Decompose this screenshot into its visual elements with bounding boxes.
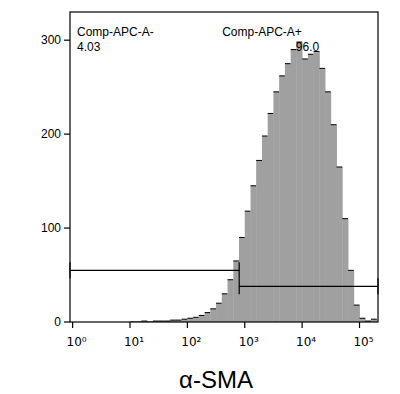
- histogram-bar-top: [354, 305, 360, 306]
- histogram-bar: [268, 113, 274, 322]
- histogram-bar: [279, 76, 285, 322]
- histogram-bar-top: [262, 136, 268, 137]
- histogram-bar: [296, 42, 302, 322]
- histogram-bar: [251, 186, 257, 322]
- histogram-bar: [222, 294, 228, 322]
- histogram-bar-top: [256, 160, 262, 161]
- histogram-bar: [210, 309, 216, 322]
- gate-label: Comp-APC-A-: [77, 25, 154, 39]
- histogram-bar: [285, 64, 291, 322]
- histogram-bar-top: [302, 58, 308, 59]
- histogram-bar: [216, 303, 222, 322]
- y-tick: [64, 227, 70, 228]
- x-tick: [187, 322, 188, 328]
- histogram-bar: [314, 51, 320, 322]
- histogram-bar: [331, 125, 337, 322]
- histogram-bar: [256, 160, 262, 322]
- y-tick: [64, 134, 70, 135]
- x-tick-label: 10⁰: [67, 335, 87, 349]
- histogram-bar-top: [199, 315, 205, 316]
- histogram-bar-top: [228, 279, 234, 280]
- gate-line: [70, 270, 239, 271]
- histogram-bar-top: [222, 293, 228, 294]
- histogram-bar-top: [187, 318, 193, 319]
- gate-end: [69, 262, 70, 278]
- histogram-bar-top: [273, 91, 279, 92]
- x-tick: [359, 322, 360, 328]
- plot-frame: [70, 12, 378, 322]
- histogram-bar: [319, 68, 325, 322]
- x-axis-label: α-SMA: [179, 366, 253, 393]
- x-tick-label: 10²: [181, 335, 201, 349]
- histogram: [130, 42, 377, 322]
- histogram-bar: [308, 54, 314, 322]
- y-tick-label: 300: [41, 33, 61, 47]
- histogram-bar-top: [176, 320, 182, 321]
- x-tick: [129, 322, 130, 328]
- histogram-bar-top: [331, 124, 337, 125]
- histogram-bar: [262, 136, 268, 322]
- gate-end: [239, 262, 240, 278]
- histogram-bar: [228, 280, 234, 322]
- gate-end: [377, 278, 378, 294]
- histogram-bar: [291, 50, 297, 322]
- histogram-bar: [205, 313, 211, 322]
- x-tick: [72, 322, 73, 328]
- histogram-bar-top: [325, 91, 331, 92]
- histogram-bar-top: [170, 320, 176, 321]
- histogram-bar-top: [193, 317, 199, 318]
- y-tick-label: 0: [54, 315, 61, 329]
- y-tick: [64, 321, 70, 322]
- x-tick-label: 10⁴: [296, 335, 316, 349]
- gate-label: Comp-APC-A+: [222, 25, 302, 39]
- histogram-bar: [199, 315, 205, 322]
- gate-percent: 96.0: [296, 40, 320, 54]
- histogram-bar: [342, 219, 348, 322]
- histogram-bar-top: [205, 312, 211, 313]
- y-tick: [64, 40, 70, 41]
- histogram-bar: [245, 211, 251, 322]
- chart: 10⁰ 10¹ 10² 10³ 10⁴ 10⁵ 0 100 200 300 Comp-APC-A-4…: [0, 0, 400, 394]
- histogram-bar: [337, 167, 343, 322]
- histogram-bar: [354, 305, 360, 322]
- x-tick: [302, 322, 303, 328]
- histogram-bar-top: [216, 303, 222, 304]
- histogram-bar-top: [279, 75, 285, 76]
- histogram-bar: [302, 59, 308, 322]
- histogram-bar-top: [337, 167, 343, 168]
- histogram-bar-top: [239, 237, 245, 238]
- histogram-bar-top: [285, 63, 291, 64]
- x-tick-label: 10³: [239, 335, 259, 349]
- gate-end: [239, 278, 240, 294]
- y-tick-label: 100: [41, 221, 61, 235]
- histogram-bar: [193, 317, 199, 322]
- x-tick: [244, 322, 245, 328]
- gate-percent: 4.03: [77, 40, 101, 54]
- x-tick-label: 10⁵: [353, 335, 373, 349]
- histogram-bar-top: [182, 319, 188, 320]
- histogram-bar-top: [319, 68, 325, 69]
- histogram-bar-top: [268, 113, 274, 114]
- histogram-bar-top: [245, 211, 251, 212]
- histogram-bar-top: [233, 260, 239, 261]
- histogram-bar: [325, 92, 331, 322]
- histogram-bar-top: [360, 318, 366, 319]
- histogram-bar-top: [371, 319, 377, 320]
- histogram-bar-top: [251, 185, 257, 186]
- histogram-bar-top: [342, 218, 348, 219]
- y-tick-label: 200: [41, 127, 61, 141]
- histogram-bar-top: [348, 270, 354, 271]
- x-tick-label: 10¹: [124, 335, 144, 349]
- histogram-bar-top: [210, 308, 216, 309]
- histogram-bar: [273, 92, 279, 322]
- gate-line: [239, 286, 378, 287]
- histogram-bar: [239, 237, 245, 322]
- histogram-bar: [348, 270, 354, 322]
